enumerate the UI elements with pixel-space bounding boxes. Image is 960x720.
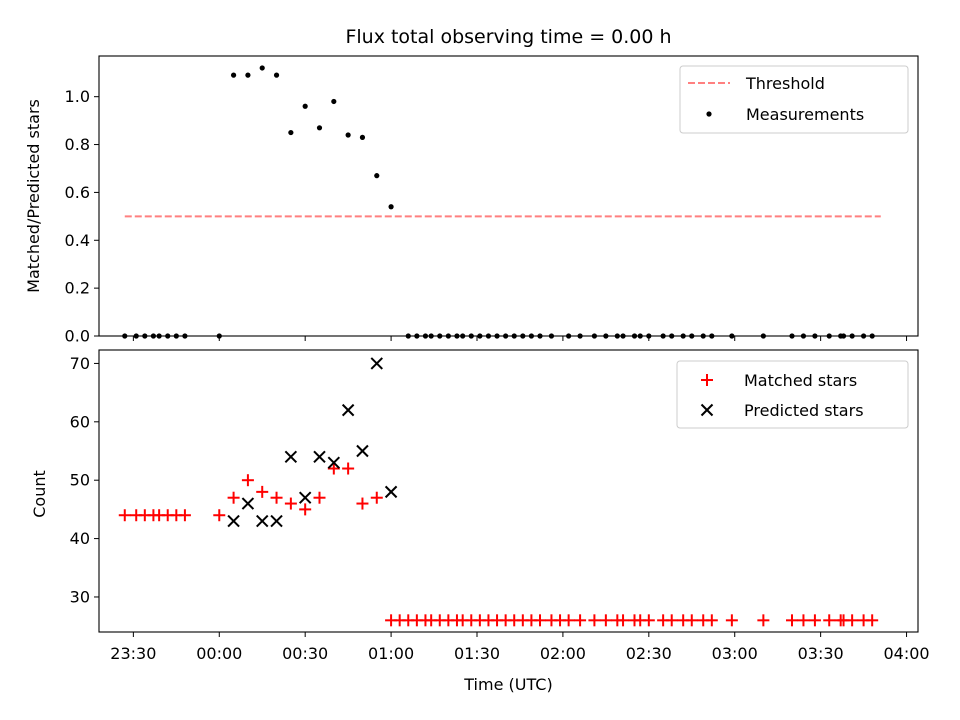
matched-star-point	[797, 614, 810, 627]
matched-star-point	[705, 614, 718, 627]
legend-box	[676, 360, 909, 429]
plot-frame	[98, 55, 919, 337]
matched-star-point	[256, 485, 269, 498]
predicted-star-point	[356, 444, 369, 458]
matched-star-point	[284, 497, 297, 510]
matched-star-point	[665, 614, 678, 627]
matched-star-point	[299, 503, 312, 516]
y-tick-label: 0.6	[65, 183, 90, 202]
matched-star-point	[227, 491, 240, 504]
ratio-panel: Flux total observing time = 0.00 h Match…	[24, 26, 919, 346]
predicted-star-point	[227, 514, 240, 528]
predicted-star-point	[327, 456, 341, 469]
predicted-star-point	[313, 450, 326, 464]
x-axis-label: Time (UTC)	[463, 675, 552, 694]
x-tick-label: 01:00	[368, 644, 414, 663]
matched-star-point	[534, 614, 546, 627]
y-tick-label: 70	[70, 354, 90, 373]
predicted-star-point	[298, 491, 312, 504]
matched-star-point	[178, 509, 191, 522]
predicted-star-point	[384, 485, 398, 499]
measurement-point	[374, 173, 380, 179]
matched-star-point	[599, 614, 612, 627]
x-tick-label: 02:30	[626, 644, 672, 663]
chart-title: Flux total observing time = 0.00 h	[345, 26, 671, 48]
y-tick-label: 50	[70, 471, 90, 490]
legend-predicted-label: Predicted stars	[744, 401, 864, 420]
matched-star-point	[370, 491, 383, 504]
matched-star-point	[356, 497, 369, 510]
matched-star-point	[313, 491, 326, 504]
matched-star-point	[757, 614, 770, 627]
y-tick-label: 30	[70, 587, 90, 606]
matched-star-point	[118, 509, 131, 522]
matched-star-point	[270, 491, 283, 504]
predicted-star-point	[370, 357, 383, 370]
matched-star-point	[241, 474, 254, 487]
x-tick-label: 01:30	[454, 644, 500, 663]
y-tick-label: 0.0	[65, 327, 90, 346]
matched-star-point	[562, 614, 575, 627]
matched-star-point	[786, 614, 798, 627]
ratio-y-axis-label: Matched/Predicted stars	[24, 99, 43, 293]
measurement-point	[345, 132, 351, 138]
matched-star-point	[617, 614, 630, 627]
x-tick-label: 00:00	[196, 644, 242, 663]
matched-star-point	[342, 462, 355, 475]
matched-star-point	[588, 614, 601, 627]
matched-star-point	[327, 462, 340, 475]
plot-frame	[98, 349, 919, 633]
count-legend: Matched stars Predicted stars	[676, 360, 909, 429]
measurement-point	[288, 129, 294, 136]
x-tick-label: 03:00	[712, 644, 758, 663]
matched-star-point	[574, 614, 587, 627]
legend-matched-label: Matched stars	[744, 371, 857, 390]
predicted-star-point	[241, 497, 255, 510]
matched-star-point	[642, 614, 655, 627]
x-tick-label: 03:30	[798, 644, 844, 663]
legend-predicted-swatch	[700, 403, 714, 417]
measurement-point	[388, 204, 394, 210]
measurement-point	[245, 72, 251, 78]
legend-threshold-label: Threshold	[745, 74, 825, 93]
matched-star-point	[866, 614, 879, 627]
predicted-star-point	[341, 403, 355, 417]
matched-star-point	[725, 614, 738, 627]
matched-star-point	[685, 614, 698, 627]
y-tick-label: 60	[70, 412, 90, 431]
measurement-point	[359, 134, 366, 140]
matched-star-point	[823, 614, 836, 627]
legend-measurements-swatch	[706, 111, 712, 117]
legend-box	[679, 65, 909, 134]
ratio-legend: Threshold Measurements	[679, 65, 909, 134]
matched-star-point	[846, 614, 859, 627]
matched-star-point	[213, 509, 226, 522]
y-tick-label: 0.4	[65, 231, 90, 250]
x-tick-label: 00:30	[282, 644, 328, 663]
x-tick-label: 23:30	[110, 644, 156, 663]
predicted-star-point	[256, 514, 269, 528]
legend-matched-swatch	[701, 374, 713, 386]
x-tick-label: 02:00	[540, 644, 586, 663]
measurement-point	[273, 72, 280, 78]
measurement-point	[316, 125, 323, 131]
measurement-point	[230, 72, 237, 78]
matched-star-point	[808, 614, 821, 627]
y-tick-label: 1.0	[65, 87, 90, 106]
y-tick-label: 0.2	[65, 279, 90, 298]
y-tick-label: 40	[70, 529, 90, 548]
count-panel: Count Time (UTC) 30 40 50 60 70 23:30 00:00 00:…	[30, 349, 930, 694]
predicted-star-point	[270, 514, 283, 528]
measurement-point	[259, 65, 265, 71]
legend-measurements-label: Measurements	[746, 105, 864, 124]
y-tick-label: 0.8	[65, 135, 90, 154]
predicted-star-point	[284, 450, 298, 464]
count-y-axis-label: Count	[30, 470, 49, 518]
measurement-point	[302, 103, 308, 109]
x-tick-label: 04:00	[883, 644, 929, 663]
measurement-point	[331, 98, 337, 105]
